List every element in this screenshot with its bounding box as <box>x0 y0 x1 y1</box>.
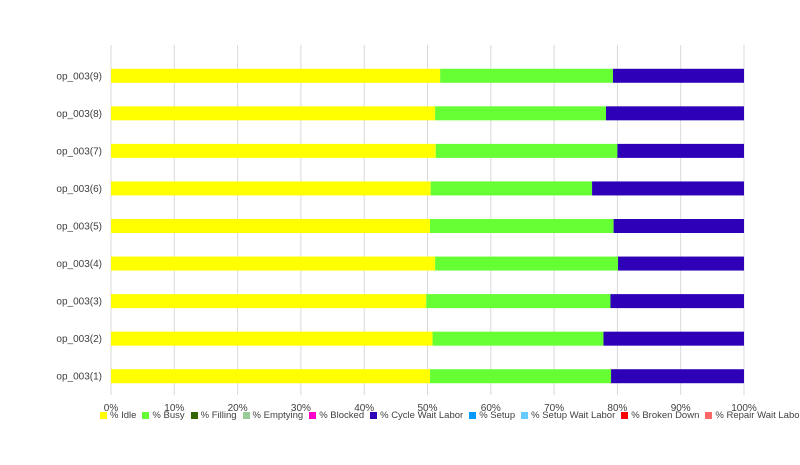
legend-label: % Repair Wait Labor <box>715 410 800 421</box>
legend-label: % Idle <box>110 410 137 421</box>
bar-series <box>111 68 744 384</box>
legend-swatch <box>705 412 713 419</box>
bar-segment <box>435 143 618 158</box>
bar-segment <box>111 369 431 384</box>
bar-segment <box>617 143 744 158</box>
legend-item: % Busy <box>142 410 185 421</box>
bar-segment <box>613 219 744 233</box>
legend-item: % Emptying <box>242 410 304 421</box>
bar-segment <box>111 181 431 196</box>
legend-swatch <box>242 412 250 419</box>
x-tick-label: 100% <box>731 403 757 414</box>
x-tick-labels: 0% 10% 20% 30% 40% 50% 60% 70% 80% 90% 100% <box>104 403 757 414</box>
bar-segment <box>111 143 436 158</box>
bar-segment <box>592 181 744 196</box>
bar-segment <box>111 106 436 121</box>
legend-label: % Broken Down <box>631 410 700 421</box>
legend-label: % Busy <box>152 410 185 421</box>
legend-label: % Filling <box>200 410 237 421</box>
legend: % Idle % Busy % Filling % Emptying % Blocked… <box>100 410 800 421</box>
x-tick-label: 40% <box>354 403 374 414</box>
bar-segment <box>430 219 614 233</box>
legend-label: % Cycle Wait Labor <box>380 410 464 421</box>
category-label: op_003(8) <box>56 109 102 120</box>
legend-swatch <box>309 412 317 419</box>
bar-segment <box>618 256 744 271</box>
x-tick-label: 90% <box>671 403 691 414</box>
legend-item: % Blocked <box>309 410 364 421</box>
bar-segment <box>440 68 613 83</box>
bar-segment <box>430 181 593 196</box>
category-label: op_003(2) <box>56 334 102 345</box>
bar-segment <box>435 256 619 271</box>
legend-label: % Blocked <box>319 410 365 421</box>
legend-item: % Filling <box>190 410 237 421</box>
category-label: op_003(9) <box>56 71 102 82</box>
category-label: op_003(3) <box>56 297 102 308</box>
category-label: op_003(4) <box>56 259 102 270</box>
x-tick-label: 20% <box>228 403 248 414</box>
legend-item: % Setup Wait Labor <box>521 410 615 421</box>
legend-swatch <box>142 412 150 419</box>
bar-segment <box>430 369 612 384</box>
legend-item: % Broken Down <box>621 410 699 421</box>
category-label: op_003(6) <box>56 184 102 195</box>
x-tick-label: 0% <box>104 403 119 414</box>
bar-segment <box>111 256 436 271</box>
x-tick-label: 60% <box>481 403 501 414</box>
x-tick-label: 30% <box>291 403 311 414</box>
category-label: op_003(5) <box>56 222 102 233</box>
x-tick-label: 50% <box>417 403 437 414</box>
bar-segment <box>435 106 607 121</box>
bar-segment <box>611 369 744 384</box>
x-tick-label: 70% <box>544 403 564 414</box>
legend-swatch <box>100 412 107 419</box>
category-label: op_003(7) <box>56 146 102 157</box>
bar-segment <box>612 68 744 83</box>
x-tick-label: 10% <box>164 403 184 414</box>
legend-swatch <box>190 412 198 419</box>
bar-segment <box>610 294 744 309</box>
legend-item: % Repair Wait Labor <box>705 410 800 421</box>
legend-item: % Cycle Wait Labor <box>370 410 463 421</box>
bar-segment <box>432 331 604 346</box>
legend-swatch <box>621 412 629 419</box>
legend-swatch <box>521 412 529 419</box>
bar-segment <box>111 219 431 233</box>
legend-swatch <box>370 412 378 419</box>
legend-label: % Setup <box>479 410 516 421</box>
legend-label: % Setup Wait Labor <box>531 410 616 421</box>
bar-segment <box>606 106 744 121</box>
bar-segment <box>603 331 744 346</box>
bar-segment <box>111 68 441 83</box>
x-tick-label: 80% <box>607 403 627 414</box>
bar-segment <box>111 294 427 309</box>
bar-segment <box>426 294 611 309</box>
category-labels: op_003(9) op_003(8) op_003(7) op_003(6) op_0… <box>56 71 102 382</box>
legend-item: % Idle <box>100 410 136 421</box>
category-label: op_003(1) <box>56 372 102 383</box>
bar-segment <box>111 331 433 346</box>
legend-item: % Setup <box>469 410 515 421</box>
legend-swatch <box>469 412 477 419</box>
legend-label: % Emptying <box>252 410 304 421</box>
